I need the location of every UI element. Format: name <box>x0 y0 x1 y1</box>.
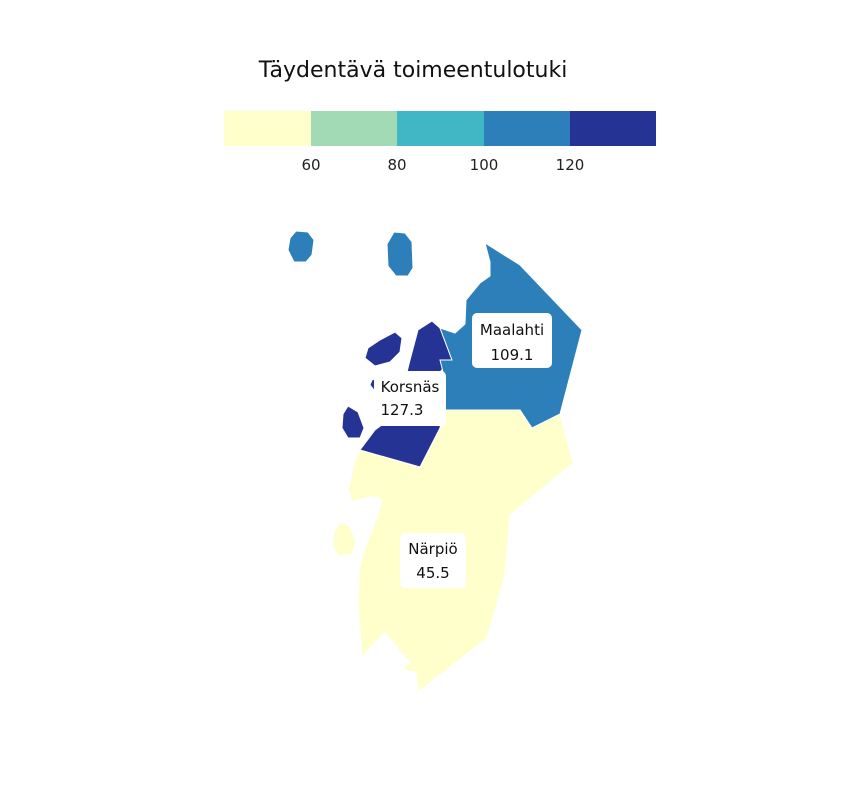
label-narpio-value: 45.5 <box>416 564 449 582</box>
label-maalahti-box <box>472 313 552 368</box>
legend-tick-100: 100 <box>470 156 499 174</box>
label-maalahti-value: 109.1 <box>491 346 534 364</box>
label-narpio-name: Närpiö <box>408 540 457 558</box>
regions <box>287 230 583 701</box>
legend-bin-2 <box>311 111 397 146</box>
region-maalahti-island-2 <box>386 231 414 277</box>
legend-tick-60: 60 <box>301 156 320 174</box>
legend: 60 80 100 120 <box>224 111 656 174</box>
map-title: Täydentävä toimeentulotuki <box>258 58 568 83</box>
legend-tick-120: 120 <box>556 156 585 174</box>
label-narpio: Närpiö 45.5 <box>400 533 466 588</box>
legend-tick-80: 80 <box>387 156 406 174</box>
legend-bin-3 <box>397 111 484 146</box>
region-labels: Maalahti 109.1 Korsnäs 127.3 Närpiö 45.5 <box>374 313 552 588</box>
region-korsnas-island-1 <box>364 331 403 367</box>
label-korsnas: Korsnäs 127.3 <box>374 371 446 426</box>
legend-bin-1 <box>224 111 311 146</box>
legend-bin-5 <box>570 111 656 146</box>
label-korsnas-name: Korsnäs <box>381 378 440 396</box>
label-korsnas-box <box>374 371 446 426</box>
label-narpio-box <box>400 533 466 588</box>
region-maalahti-island-1 <box>287 230 315 263</box>
region-korsnas-island-2 <box>341 405 365 439</box>
label-maalahti: Maalahti 109.1 <box>472 313 552 368</box>
label-korsnas-value: 127.3 <box>381 401 424 419</box>
label-maalahti-name: Maalahti <box>480 321 544 339</box>
region-narpio-island <box>332 521 357 557</box>
legend-bin-4 <box>484 111 570 146</box>
